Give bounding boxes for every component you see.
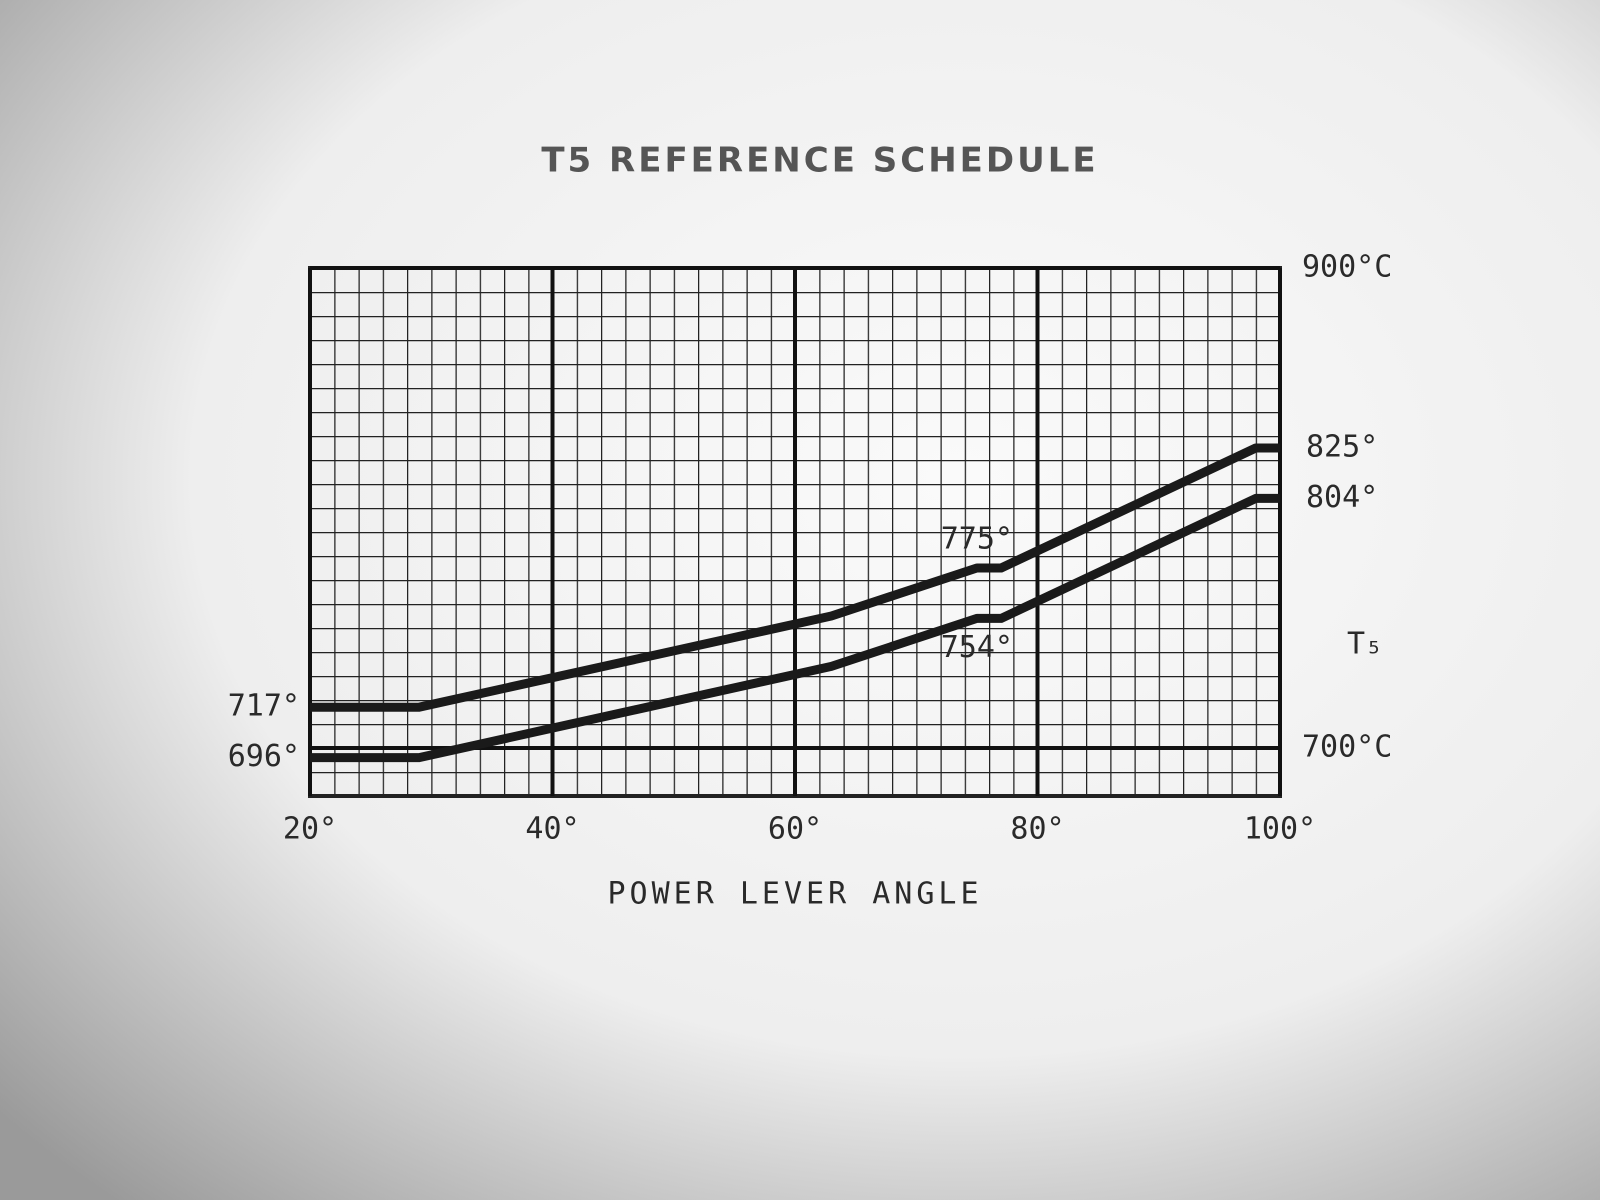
y-tick-label: 900°C (1302, 250, 1392, 285)
x-tick-label: 80° (1010, 812, 1064, 847)
x-axis-label: POWER LEVER ANGLE (607, 877, 982, 912)
data-label: 754° (941, 630, 1013, 665)
x-tick-label: 20° (283, 812, 337, 847)
y-axis-label: T₅ (1347, 627, 1383, 662)
x-tick-label: 40° (525, 812, 579, 847)
x-tick-label: 60° (768, 812, 822, 847)
data-label: 696° (228, 739, 300, 774)
data-label: 825° (1306, 430, 1378, 465)
data-label: 775° (941, 522, 1013, 557)
chart-title: T5 REFERENCE SCHEDULE (541, 141, 1098, 181)
y-tick-label: 700°C (1302, 730, 1392, 765)
data-label: 804° (1306, 480, 1378, 515)
data-label: 717° (228, 689, 300, 724)
line (310, 443, 1280, 712)
line (310, 493, 1280, 763)
x-tick-label: 100° (1244, 812, 1316, 847)
